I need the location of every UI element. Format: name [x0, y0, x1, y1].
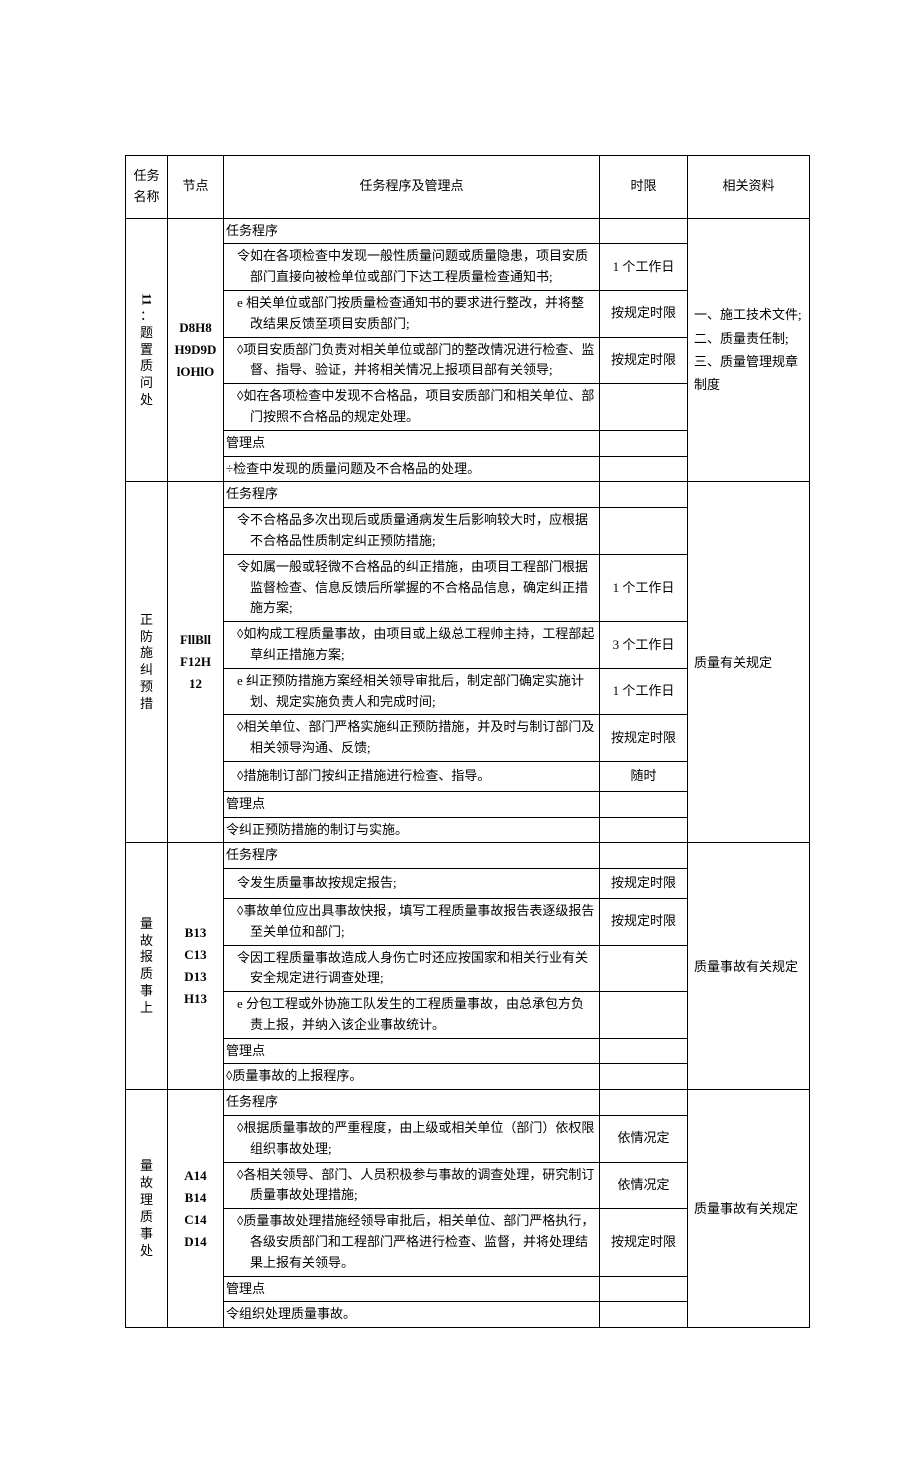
task-cell: ◊质量事故处理措施经领导审批后，相关单位、部门严格执行，各级安质部门和工程部门严…	[224, 1209, 600, 1276]
section-name: 量故理质事处	[126, 1090, 168, 1328]
section-node: A14B14C14D14	[168, 1090, 224, 1328]
task-cell: 令纠正预防措施的制订与实施。	[224, 817, 600, 843]
section-name: 量故报质事上	[126, 843, 168, 1090]
ref-cell: 一、施工技术文件;二、质量责任制;三、质量管理规章制度	[688, 218, 810, 482]
time-cell: 3 个工作日	[600, 622, 688, 669]
ref-cell: 质量有关规定	[688, 482, 810, 843]
ref-cell: 质量事故有关规定	[688, 1090, 810, 1328]
time-cell	[600, 1302, 688, 1328]
time-cell: 随时	[600, 761, 688, 791]
th-ref: 相关资料	[688, 156, 810, 219]
time-cell: 1 个工作日	[600, 244, 688, 291]
task-cell: 令组织处理质量事故。	[224, 1302, 600, 1328]
task-cell: ◊项目安质部门负责对相关单位或部门的整改情况进行检查、监督、指导、验证，并将相关…	[224, 337, 600, 384]
th-name: 任务名称	[126, 156, 168, 219]
task-cell: 任务程序	[224, 843, 600, 869]
th-time: 时限	[600, 156, 688, 219]
time-cell	[600, 791, 688, 817]
task-cell: 管理点	[224, 1276, 600, 1302]
task-cell: 任务程序	[224, 482, 600, 508]
time-cell: 1 个工作日	[600, 668, 688, 715]
table-row: 量故报质事上B13C13D13H13任务程序质量事故有关规定	[126, 843, 810, 869]
time-cell	[600, 945, 688, 992]
task-cell: ◊质量事故的上报程序。	[224, 1064, 600, 1090]
task-cell: ◊根据质量事故的严重程度，由上级或相关单位（部门）依权限组织事故处理;	[224, 1116, 600, 1163]
section-name: 正防施纠预措	[126, 482, 168, 843]
time-cell: 按规定时限	[600, 898, 688, 945]
time-cell	[600, 456, 688, 482]
time-cell	[600, 817, 688, 843]
task-cell: e 相关单位或部门按质量检查通知书的要求进行整改，并将整改结果反馈至项目安质部门…	[224, 290, 600, 337]
task-cell: ◊各相关领导、部门、人员积极参与事故的调查处理，研究制订质量事故处理措施;	[224, 1162, 600, 1209]
task-cell: 管理点	[224, 430, 600, 456]
th-task: 任务程序及管理点	[224, 156, 600, 219]
ref-cell: 质量事故有关规定	[688, 843, 810, 1090]
time-cell: 按规定时限	[600, 869, 688, 899]
task-table: 任务名称节点任务程序及管理点时限相关资料11：题置质问处D8H8H9D9DlOH…	[125, 155, 810, 1328]
task-cell: 令如在各项检查中发现一般性质量问题或质量隐患，项目安质部门直接向被检单位或部门下…	[224, 244, 600, 291]
task-cell: ◊措施制订部门按纠正措施进行检查、指导。	[224, 761, 600, 791]
task-cell: ◊如在各项检查中发现不合格品，项目安质部门和相关单位、部门按照不合格品的规定处理…	[224, 384, 600, 431]
time-cell	[600, 843, 688, 869]
time-cell: 依情况定	[600, 1162, 688, 1209]
time-cell	[600, 218, 688, 244]
time-cell: 按规定时限	[600, 337, 688, 384]
section-name: 11：题置质问处	[126, 218, 168, 482]
task-cell: ÷检查中发现的质量问题及不合格品的处理。	[224, 456, 600, 482]
task-cell: 管理点	[224, 791, 600, 817]
time-cell: 按规定时限	[600, 715, 688, 762]
task-cell: e 纠正预防措施方案经相关领导审批后，制定部门确定实施计划、规定实施负责人和完成…	[224, 668, 600, 715]
task-cell: e 分包工程或外协施工队发生的工程质量事故，由总承包方负责上报，并纳入该企业事故…	[224, 992, 600, 1039]
time-cell	[600, 1090, 688, 1116]
table-row: 量故理质事处A14B14C14D14任务程序质量事故有关规定	[126, 1090, 810, 1116]
time-cell: 1 个工作日	[600, 554, 688, 621]
section-node: B13C13D13H13	[168, 843, 224, 1090]
time-cell	[600, 384, 688, 431]
time-cell	[600, 482, 688, 508]
table-row: 正防施纠预措FllBllF12H12任务程序质量有关规定	[126, 482, 810, 508]
task-cell: 令因工程质量事故造成人身伤亡时还应按国家和相关行业有关安全规定进行调查处理;	[224, 945, 600, 992]
time-cell	[600, 1038, 688, 1064]
task-cell: 令如属一般或轻微不合格品的纠正措施，由项目工程部门根据监督检查、信息反馈后所掌握…	[224, 554, 600, 621]
time-cell	[600, 1276, 688, 1302]
task-cell: ◊事故单位应出具事故快报，填写工程质量事故报告表逐级报告至关单位和部门;	[224, 898, 600, 945]
time-cell: 按规定时限	[600, 290, 688, 337]
task-cell: ◊如构成工程质量事故，由项目或上级总工程帅主持，工程部起草纠正措施方案;	[224, 622, 600, 669]
section-node: FllBllF12H12	[168, 482, 224, 843]
header-row: 任务名称节点任务程序及管理点时限相关资料	[126, 156, 810, 219]
time-cell	[600, 508, 688, 555]
table-row: 11：题置质问处D8H8H9D9DlOHlO任务程序一、施工技术文件;二、质量责…	[126, 218, 810, 244]
time-cell	[600, 430, 688, 456]
time-cell	[600, 992, 688, 1039]
th-node: 节点	[168, 156, 224, 219]
task-cell: 管理点	[224, 1038, 600, 1064]
section-node: D8H8H9D9DlOHlO	[168, 218, 224, 482]
task-cell: 令发生质量事故按规定报告;	[224, 869, 600, 899]
task-cell: 令不合格品多次出现后或质量通病发生后影响较大时，应根据不合格品性质制定纠正预防措…	[224, 508, 600, 555]
task-cell: ◊相关单位、部门严格实施纠正预防措施，并及时与制订部门及相关领导沟通、反馈;	[224, 715, 600, 762]
time-cell	[600, 1064, 688, 1090]
time-cell: 按规定时限	[600, 1209, 688, 1276]
task-cell: 任务程序	[224, 1090, 600, 1116]
time-cell: 依情况定	[600, 1116, 688, 1163]
task-cell: 任务程序	[224, 218, 600, 244]
